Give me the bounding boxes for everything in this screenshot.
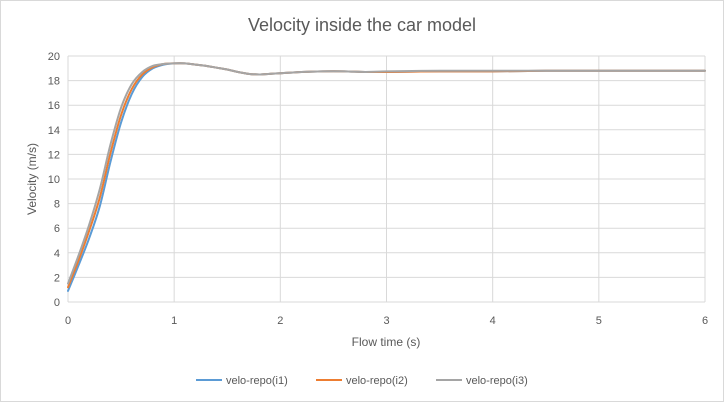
- y-tick-label: 12: [48, 149, 60, 161]
- y-tick-label: 16: [48, 100, 60, 112]
- plot-series: [67, 62, 706, 292]
- chart-title: Velocity inside the car model: [248, 15, 476, 35]
- y-tick-label: 0: [54, 297, 60, 309]
- y-tick-label: 8: [54, 199, 60, 211]
- x-tick-label: 3: [383, 315, 389, 327]
- y-tick-label: 10: [48, 174, 60, 186]
- legend-label: velo-repo(i2): [346, 375, 408, 387]
- x-tick-label: 2: [277, 315, 283, 327]
- y-tick-label: 2: [54, 272, 60, 284]
- y-tick-label: 20: [48, 51, 60, 63]
- y-tick-label: 14: [48, 125, 60, 137]
- x-tick-label: 5: [596, 315, 602, 327]
- x-tick-label: 4: [490, 315, 496, 327]
- legend-label: velo-repo(i1): [226, 375, 288, 387]
- x-tick-label: 1: [171, 315, 177, 327]
- y-tick-label: 18: [48, 76, 60, 88]
- gridlines: [67, 55, 706, 303]
- x-axis-title: Flow time (s): [352, 335, 421, 349]
- x-tick-label: 0: [65, 315, 71, 327]
- legend-label: velo-repo(i3): [466, 375, 528, 387]
- y-tick-label: 6: [54, 223, 60, 235]
- series-line-3: [67, 62, 706, 285]
- x-tick-label: 6: [702, 315, 708, 327]
- legend: velo-repo(i1) velo-repo(i2) velo-repo(i3): [196, 375, 528, 387]
- y-axis-title: Velocity (m/s): [25, 143, 39, 215]
- y-tick-label: 4: [54, 248, 60, 260]
